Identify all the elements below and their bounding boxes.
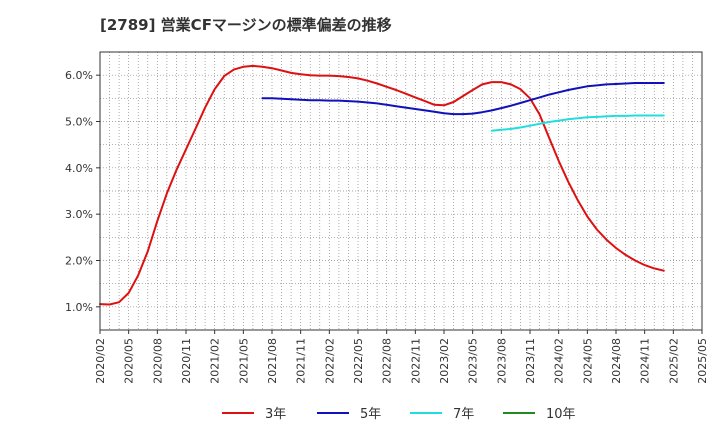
x-tick-label: 2024/08 [610,338,623,384]
y-tick-label: 1.0% [65,301,93,314]
x-tick-label: 2020/02 [94,338,107,384]
x-tick-label: 2024/05 [581,338,594,384]
x-tick-label: 2021/11 [295,338,308,384]
legend-label: 7年 [453,407,474,422]
x-tick-label: 2023/08 [495,338,508,384]
legend: 3年 5年 7年 10年 [222,407,576,422]
y-tick-label: 3.0% [65,208,93,221]
axis-layer: 1.0% 2.0% 3.0% 4.0% 5.0% 6.0% 2020/02 2020/05 20… [65,51,709,384]
series-line-7年 [490,114,665,132]
x-tick-label: 2021/02 [209,338,222,384]
legend-label: 10年 [546,407,576,422]
x-tick-label: 2023/05 [467,338,480,384]
series-layer [99,64,665,306]
x-tick-label: 2022/02 [323,338,336,384]
x-tick-label: 2025/02 [667,338,680,384]
y-tick-label: 5.0% [65,116,93,129]
legend-label: 3年 [265,407,286,422]
x-tick-label: 2020/05 [123,338,136,384]
y-tick-label: 4.0% [65,162,93,175]
x-tick-label: 2022/05 [352,338,365,384]
x-tick-label: 2022/11 [409,338,422,384]
y-tick-label: 2.0% [65,255,93,268]
chart-title: [2789] 営業CFマージンの標準偏差の推移 [100,16,392,34]
series-line-5年 [261,82,665,116]
x-tick-label: 2021/05 [237,338,250,384]
x-tick-label: 2024/11 [639,338,652,384]
x-tick-label: 2025/05 [696,338,709,384]
x-tick-label: 2021/08 [266,338,279,384]
x-tick-label: 2024/02 [553,338,566,384]
x-tick-label: 2020/08 [151,338,164,384]
y-tick-label: 6.0% [65,69,93,82]
x-tick-label: 2020/11 [180,338,193,384]
x-tick-label: 2023/02 [438,338,451,384]
series-line-3年 [99,64,665,306]
x-tick-label: 2022/08 [381,338,394,384]
plot-border [99,51,703,331]
legend-label: 5年 [360,407,381,422]
grid-layer [100,52,702,330]
x-tick-label: 2023/11 [524,338,537,384]
